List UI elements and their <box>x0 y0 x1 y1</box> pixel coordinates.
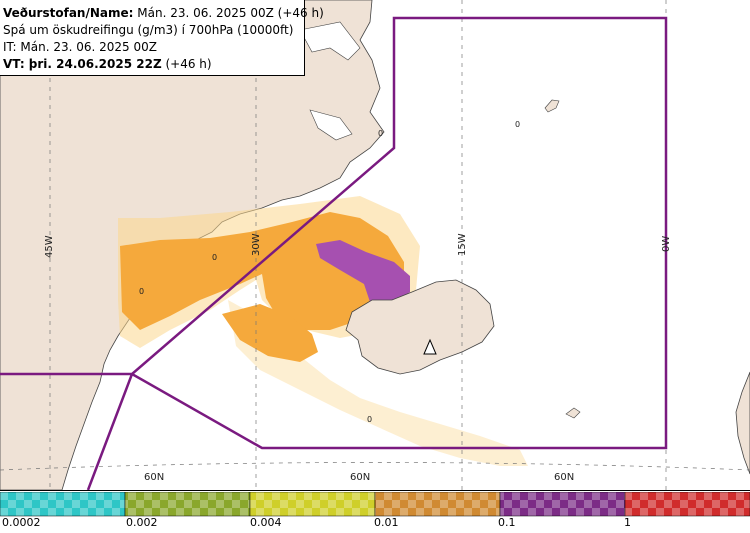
contour-label: 0 <box>378 129 383 138</box>
lat-label-60n: 60N <box>554 472 575 483</box>
legend-label: 0.004 <box>250 516 282 529</box>
greenland-fjord <box>309 109 353 141</box>
legend-bar: 0.0002 0.002 0.004 0.01 0.1 1 <box>0 490 750 533</box>
lon-label-30w: 30W <box>251 233 262 256</box>
legend-label: 0.1 <box>498 516 516 529</box>
legend-swatch-pattern <box>124 492 251 517</box>
legend-swatch-pattern <box>374 492 501 517</box>
norway-coast <box>735 371 750 475</box>
header-valid-offset: (+46 h) <box>161 57 212 71</box>
ash-field-orange <box>222 304 318 362</box>
legend-swatch-pattern <box>0 492 126 517</box>
legend-swatches <box>0 492 750 517</box>
header-org-label: Veðurstofan/Name: <box>3 6 134 20</box>
header-line-2: Spá um öskudreifingu (g/m3) í 700hPa (10… <box>3 23 294 37</box>
lon-label-0w: 0W <box>661 235 672 252</box>
contour-label: 0 <box>367 415 372 424</box>
lon-label-15w: 15W <box>457 233 468 256</box>
header-run-time: Mán. 23. 06. 2025 00Z (+46 h) <box>133 6 324 20</box>
header-valid-time: VT: þri. 24.06.2025 22Z <box>3 57 162 71</box>
contour-label: 0 <box>515 120 520 129</box>
header-line-4: VT: þri. 24.06.2025 22Z (+46 h) <box>3 56 304 73</box>
contour-label: 0 <box>212 253 217 262</box>
header-line-3: IT: Mán. 23. 06. 2025 00Z <box>3 40 157 54</box>
legend-swatch-pattern <box>249 492 376 517</box>
small-island <box>565 407 581 419</box>
lat-label-60n: 60N <box>350 472 371 483</box>
lon-label-45w: 45W <box>44 235 55 258</box>
iceland-island <box>345 279 495 375</box>
header-line-1: Veðurstofan/Name: Mán. 23. 06. 2025 00Z … <box>3 5 324 22</box>
lat-label-60n: 60N <box>144 472 165 483</box>
legend-label: 0.0002 <box>2 516 41 529</box>
contour-label: 0 <box>139 287 144 296</box>
legend-swatch-pattern <box>499 492 626 517</box>
legend-swatch-pattern <box>624 492 750 517</box>
legend-label: 0.01 <box>374 516 399 529</box>
volcano-icon <box>423 338 437 355</box>
forecast-info-box: Veðurstofan/Name: Mán. 23. 06. 2025 00Z … <box>0 0 324 76</box>
legend-label: 1 <box>624 516 631 529</box>
jan-mayen-island <box>544 99 560 113</box>
legend-label: 0.002 <box>126 516 158 529</box>
fir-boundary <box>0 16 668 491</box>
greenland-fjord <box>299 21 361 61</box>
